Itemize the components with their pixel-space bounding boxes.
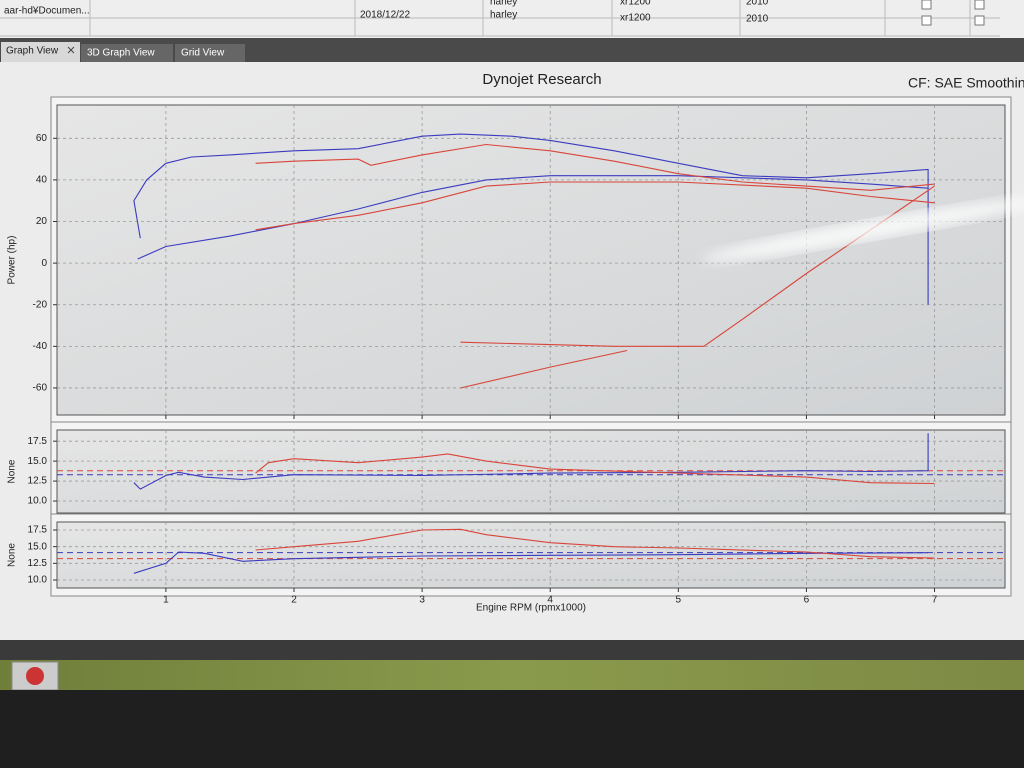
- x-axis-label: Engine RPM (rpmx1000): [476, 603, 586, 614]
- cell: aar-hd¥Documen...: [4, 6, 90, 17]
- y-axis-label: Power (hp): [7, 236, 18, 285]
- cell: harley: [490, 10, 517, 21]
- x-tick-label: 7: [932, 595, 938, 606]
- taskbar: [0, 660, 1024, 690]
- tab-label[interactable]: Grid View: [181, 48, 225, 59]
- app-icon-logo: [26, 667, 44, 685]
- cell: harley: [490, 0, 517, 8]
- cell: xr1200: [620, 13, 651, 24]
- y-axis-label: None: [7, 459, 18, 483]
- y-tick-label: 12.5: [28, 558, 48, 569]
- y-tick-label: 15.0: [28, 541, 48, 552]
- cell: 2018/12/22: [360, 10, 410, 21]
- tab-label[interactable]: 3D Graph View: [87, 48, 155, 59]
- glare: [702, 198, 1024, 262]
- cell: 2010: [746, 14, 769, 25]
- y-tick-label: -40: [33, 341, 48, 352]
- y-tick-label: -60: [33, 383, 48, 394]
- y-tick-label: 17.5: [28, 525, 48, 536]
- tab[interactable]: [1, 42, 80, 62]
- series-line: [255, 528, 935, 559]
- series-line: [133, 133, 929, 305]
- correction-factor: CF: SAE Smoothin: [908, 75, 1024, 91]
- y-tick-label: 17.5: [28, 436, 48, 447]
- y-tick-label: 40: [36, 175, 48, 186]
- y-tick-label: 10.0: [28, 496, 48, 507]
- series-line: [133, 551, 929, 574]
- series-line: [255, 143, 935, 389]
- cell: 2010: [746, 0, 769, 8]
- y-tick-label: 0: [41, 258, 47, 269]
- x-tick-label: 4: [547, 595, 553, 606]
- tab-label[interactable]: Graph View: [6, 46, 59, 57]
- plot-area: [56, 104, 1006, 416]
- y-tick-label: 60: [36, 133, 48, 144]
- x-tick-label: 3: [419, 595, 425, 606]
- x-tick-label: 5: [676, 595, 682, 606]
- x-tick-label: 1: [163, 595, 169, 606]
- chart-title: Dynojet Research: [482, 71, 601, 88]
- y-tick-label: 20: [36, 216, 48, 227]
- tab[interactable]: [81, 44, 173, 62]
- file-table: [0, 0, 1024, 40]
- close-icon[interactable]: [67, 46, 75, 54]
- x-tick-label: 6: [804, 595, 810, 606]
- series-line: [133, 433, 929, 490]
- cell: xr1200: [620, 0, 651, 8]
- monitor-bezel: [0, 690, 1024, 768]
- checkboxes[interactable]: [921, 0, 985, 26]
- y-axis-label: None: [7, 543, 18, 567]
- panel-border: [0, 640, 1024, 662]
- y-tick-label: 10.0: [28, 575, 48, 586]
- column-dividers: [89, 0, 971, 36]
- tab[interactable]: [175, 44, 245, 62]
- x-tick-label: 2: [291, 595, 297, 606]
- series-line: [255, 453, 935, 485]
- y-tick-label: 15.0: [28, 456, 48, 467]
- y-tick-label: 12.5: [28, 476, 48, 487]
- y-tick-label: -20: [33, 299, 48, 310]
